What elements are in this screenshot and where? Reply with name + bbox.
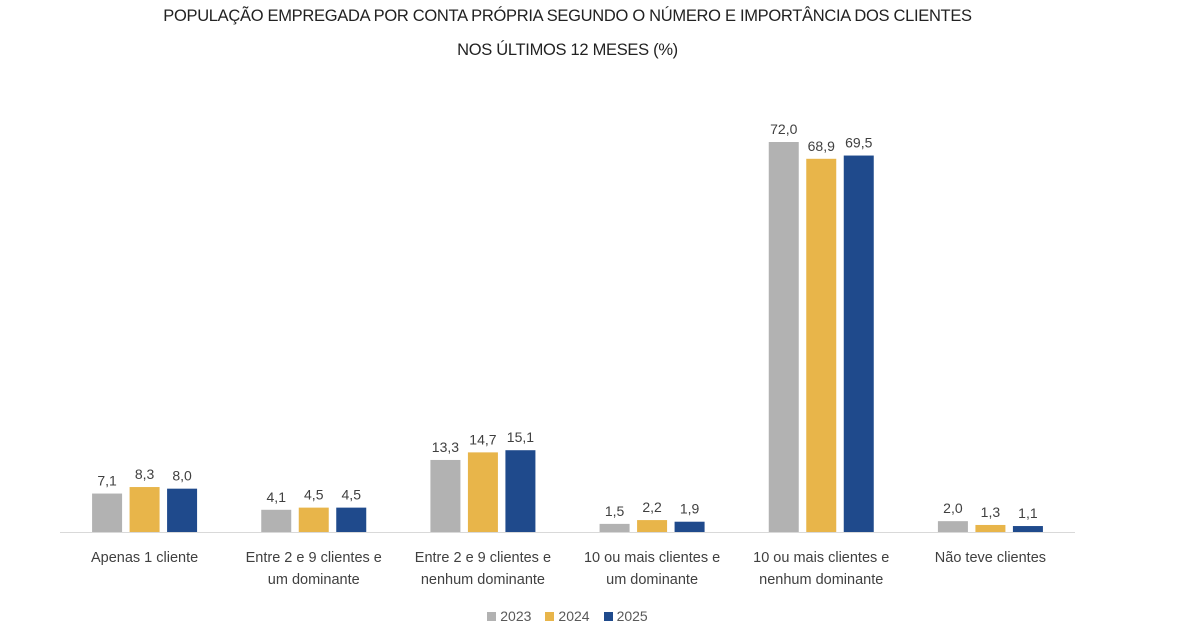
data-label: 68,9	[808, 138, 835, 154]
bar-2024	[298, 507, 329, 532]
category-label: um dominante	[268, 572, 360, 588]
legend-item-2025: 2025	[603, 608, 648, 624]
bar-2025	[505, 450, 536, 532]
category-label: Entre 2 e 9 clientes e	[246, 550, 382, 566]
bar-2023	[768, 142, 799, 532]
category-label: um dominante	[606, 572, 698, 588]
legend-swatch-2025	[603, 611, 613, 621]
category-label: nenhum dominante	[421, 572, 545, 588]
legend-label: 2023	[500, 608, 532, 624]
bar-2025	[1012, 526, 1043, 532]
bar-2023	[261, 509, 292, 532]
category-label: Apenas 1 cliente	[91, 550, 198, 566]
data-label: 4,1	[267, 489, 287, 505]
data-label: 2,2	[642, 499, 662, 515]
data-label: 69,5	[845, 135, 872, 151]
category-label: Entre 2 e 9 clientes e	[415, 550, 551, 566]
legend: 2023 2024 2025	[0, 608, 1135, 624]
category-label: 10 ou mais clientes e	[753, 550, 889, 566]
data-label: 1,1	[1018, 505, 1038, 521]
data-label: 1,5	[605, 503, 625, 519]
data-label: 2,0	[943, 500, 963, 516]
data-label: 72,0	[770, 121, 797, 137]
legend-swatch-2024	[545, 611, 555, 621]
bar-2024	[975, 524, 1006, 532]
legend-label: 2024	[558, 608, 590, 624]
data-label: 4,5	[304, 487, 324, 503]
bar-2025	[336, 507, 367, 532]
data-label: 7,1	[97, 473, 117, 489]
data-label: 1,3	[981, 504, 1001, 520]
legend-item-2023: 2023	[487, 608, 531, 624]
legend-item-2024: 2024	[545, 608, 590, 624]
data-label: 4,5	[342, 487, 362, 503]
bar-2025	[843, 155, 874, 532]
bar-2024	[467, 452, 498, 532]
category-label: 10 ou mais clientes e	[584, 550, 720, 566]
bar-2023	[937, 521, 968, 532]
legend-label: 2025	[616, 608, 648, 624]
bar-2024	[129, 487, 160, 532]
data-label: 1,9	[680, 501, 700, 517]
legend-swatch-2023	[487, 611, 497, 621]
chart-title-line-2: NOS ÚLTIMOS 12 MESES (%)	[457, 41, 678, 59]
bar-2024	[806, 158, 837, 532]
category-label: Não teve clientes	[935, 550, 1046, 566]
chart-title-line-1: POPULAÇÃO EMPREGADA POR CONTA PRÓPRIA SE…	[163, 7, 972, 25]
data-label: 14,7	[469, 431, 496, 447]
data-label: 8,3	[135, 466, 155, 482]
data-label: 13,3	[432, 439, 459, 455]
bar-2023	[599, 523, 630, 532]
data-label: 15,1	[507, 429, 534, 445]
bar-2025	[167, 488, 198, 532]
bar-2025	[674, 521, 705, 532]
bar-2023	[430, 459, 461, 532]
bar-2023	[92, 493, 123, 532]
data-label: 8,0	[172, 468, 192, 484]
bar-2024	[637, 520, 668, 532]
category-label: nenhum dominante	[759, 572, 883, 588]
